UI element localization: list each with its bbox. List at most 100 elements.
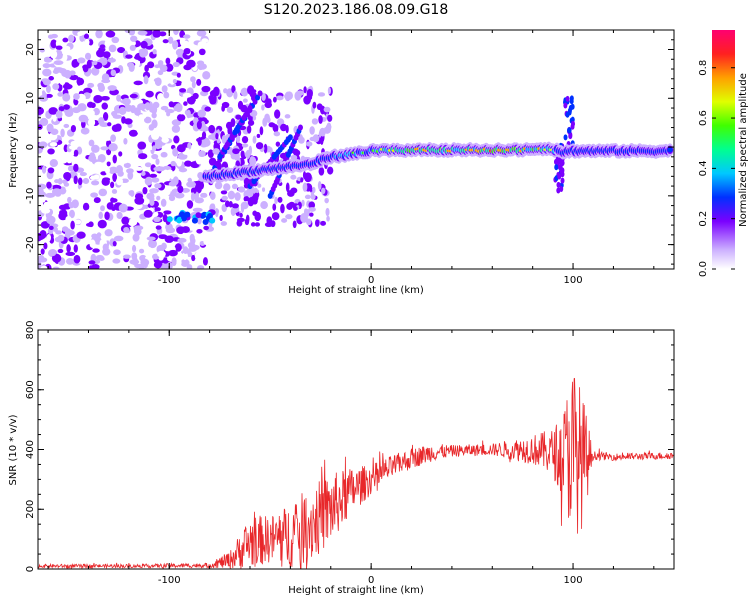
spectrogram-cell: [39, 229, 47, 239]
spectrogram-cell: [216, 138, 221, 144]
spectrogram-cell: [104, 211, 110, 221]
spectrogram-cell: [311, 118, 319, 125]
spectrogram-cell: [208, 124, 216, 134]
spectrogram-cell: [63, 123, 70, 128]
spectrogram-cell: [98, 188, 108, 197]
spectrogram-cell: [184, 160, 192, 167]
spectrogram-cell: [127, 218, 138, 227]
spectrogram-cell: [306, 218, 312, 226]
spectrogram-cell: [197, 265, 205, 269]
spectrogram-cell: [53, 60, 64, 66]
spectrogram-cell: [160, 264, 168, 269]
spectrogram-cell: [253, 192, 259, 202]
spectrogram-cell: [252, 135, 257, 144]
spectrogram-xtick-label: 100: [564, 275, 583, 286]
spectrogram-cell: [174, 192, 185, 199]
spectrogram-cell: [242, 98, 248, 103]
spectrogram-cell: [197, 109, 207, 118]
spectrogram-cell: [143, 75, 149, 85]
spectrogram-cell: [212, 148, 220, 155]
spectrogram-cell: [71, 60, 78, 68]
spectrogram-cell: [177, 185, 184, 194]
spectrogram-cell: [563, 102, 568, 109]
spectrogram-cell: [204, 106, 211, 112]
spectrogram-cell: [233, 90, 238, 100]
spectrogram-cell: [203, 137, 210, 146]
spectrogram-cell: [212, 86, 220, 97]
spectrogram-cell: [46, 215, 56, 225]
spectrogram-cell: [62, 53, 68, 62]
spectrogram-cell: [68, 145, 76, 150]
spectrogram-cell: [163, 91, 170, 99]
snr-ylabel: SNR (10 * v/v): [8, 414, 19, 485]
spectrogram-cell: [189, 233, 195, 242]
spectrogram-cell: [112, 154, 117, 164]
spectrogram-cell: [324, 197, 329, 204]
spectrogram-cell: [41, 165, 47, 174]
spectrogram-cell: [266, 98, 272, 106]
spectrogram-cell: [556, 181, 561, 188]
spectrogram-cell: [59, 79, 66, 86]
spectrogram-cell: [104, 166, 110, 175]
spectrogram-cell: [563, 134, 568, 141]
spectrogram-cell: [100, 171, 107, 176]
spectrogram-cell: [94, 165, 105, 171]
spectrogram-cell: [154, 140, 162, 150]
spectrogram-cell: [140, 258, 150, 267]
spectrogram-cell: [97, 84, 105, 92]
spectrogram-cell: [107, 85, 117, 91]
spectrogram-cell: [224, 200, 230, 208]
spectrogram-cell: [73, 175, 78, 185]
spectrogram-cell: [102, 177, 111, 182]
spectrogram-cell: [102, 243, 109, 252]
spectrogram-cell: [95, 30, 103, 39]
spectrogram-cell: [121, 216, 130, 225]
spectrogram-cell: [171, 188, 179, 193]
spectrogram-cell: [293, 149, 301, 157]
spectrogram-cell: [62, 45, 71, 51]
spectrogram-cell: [118, 151, 123, 157]
spectrogram-cell: [122, 254, 131, 259]
spectrogram-cell: [571, 120, 576, 127]
spectrogram-cell: [97, 219, 107, 229]
spectrogram-cell: [557, 158, 562, 165]
spectrogram-cell: [327, 87, 332, 95]
spectrogram-cell: [290, 187, 298, 194]
spectrogram-cell: [151, 112, 157, 119]
spectrogram-cell: [302, 182, 308, 192]
spectrogram-cell: [50, 39, 58, 49]
spectrogram-cell: [168, 101, 174, 108]
spectrogram-cell: [194, 251, 203, 261]
spectrogram-cell: [112, 114, 123, 119]
spectrogram-cell: [86, 101, 94, 108]
spectrogram-cell: [38, 106, 45, 115]
spectrogram-cell: [187, 241, 196, 249]
spectrogram-cell: [165, 57, 171, 65]
spectrogram-cell: [60, 128, 65, 138]
spectrogram-cell: [285, 182, 290, 193]
spectrogram-cell: [116, 211, 123, 219]
spectrogram-cell: [80, 186, 90, 193]
spectrogram-cell: [137, 30, 148, 36]
spectrogram-cell: [58, 157, 68, 164]
spectrogram-cell: [161, 137, 170, 143]
spectrogram-cell: [255, 142, 264, 150]
snr-ticks: -100 0 100 0 200 400 600 800: [25, 320, 674, 586]
spectrogram-cell: [88, 260, 96, 265]
spectrogram-cell: [197, 172, 204, 179]
spectrogram-cell: [167, 153, 175, 159]
spectrogram-cell: [87, 82, 95, 88]
spectrogram-cell: [65, 251, 76, 256]
spectrogram-cell: [74, 219, 82, 225]
spectrogram-cell: [201, 131, 207, 139]
spectrogram-ytick-label: 10: [25, 92, 36, 105]
spectrogram-cell: [166, 216, 173, 223]
spectrogram-cell: [182, 232, 189, 238]
spectrogram-cell: [186, 109, 191, 119]
spectrogram-cell: [83, 33, 90, 39]
spectrogram-cell: [149, 188, 159, 194]
spectrogram-cell: [202, 156, 208, 161]
spectrogram-marks: [38, 30, 674, 269]
spectrogram-cell: [186, 200, 194, 209]
spectrogram-cell: [252, 210, 258, 217]
